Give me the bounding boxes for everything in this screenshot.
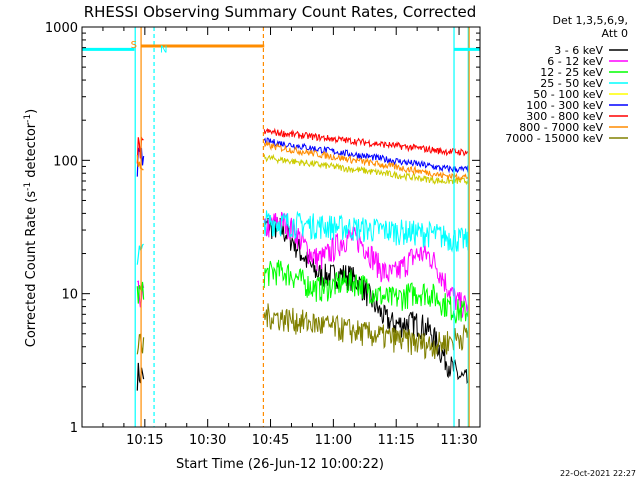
legend-label-7: 800 - 7000 keV: [519, 121, 603, 134]
legend-label-0: 3 - 6 keV: [554, 44, 603, 57]
legend-label-4: 50 - 100 keV: [533, 88, 603, 101]
y-tick-label-1: 1: [70, 421, 78, 436]
series-line-2: [263, 259, 469, 324]
series-burst-2: [136, 281, 145, 304]
x-tick-label-10:45: 10:45: [252, 433, 289, 448]
x-tick-label-11:15: 11:15: [377, 433, 414, 448]
legend-label-1: 6 - 12 keV: [547, 55, 603, 68]
legend-label-3: 25 - 50 keV: [540, 77, 603, 90]
legend-header-line-2: Att 0: [602, 27, 628, 40]
series-burst-6: [136, 135, 144, 164]
x-tick-label-10:30: 10:30: [189, 433, 226, 448]
axes: 1 10 100 1000 10:15 10:30 10:45 11:00 11:15 11:30: [45, 21, 480, 448]
series-line-7: [263, 140, 469, 181]
series-burst-8: [136, 333, 145, 355]
saa-flag-label: S: [131, 40, 137, 51]
legend-label-8: 7000 - 15000 keV: [505, 132, 603, 145]
generation-timestamp: 22-Oct-2021 22:27: [560, 469, 636, 478]
legend-header-line-1: Det 1,3,5,6,9,: [552, 14, 628, 27]
y-tick-label-10: 10: [61, 288, 78, 303]
series-burst-0: [136, 362, 145, 391]
x-axis-label: Start Time (26-Jun-12 10:00:22): [176, 457, 384, 472]
night-flag-label: N: [160, 44, 167, 55]
series-line-4: [263, 153, 469, 186]
legend-label-6: 300 - 800 keV: [526, 110, 603, 123]
y-axis-label: Corrected Count Rate (s-1 detector-1): [23, 109, 39, 347]
y-tick-label-1000: 1000: [45, 21, 78, 36]
legend-label-5: 100 - 300 keV: [526, 99, 603, 112]
series-line-6: [263, 127, 469, 157]
series-line-3: [263, 210, 469, 253]
x-tick-label-11:00: 11:00: [315, 433, 352, 448]
series-group: [136, 127, 469, 391]
legend-label-2: 12 - 25 keV: [540, 66, 603, 79]
series-burst-7: [136, 154, 144, 171]
series-line-1: [263, 211, 469, 319]
series-line-8: [263, 303, 469, 360]
chart-title: RHESSI Observing Summary Count Rates, Co…: [84, 3, 477, 21]
series-burst-3: [136, 243, 145, 265]
x-tick-label-11:30: 11:30: [440, 433, 477, 448]
x-tick-label-10:15: 10:15: [126, 433, 163, 448]
y-tick-label-100: 100: [53, 154, 78, 169]
plot-frame: [81, 26, 481, 428]
